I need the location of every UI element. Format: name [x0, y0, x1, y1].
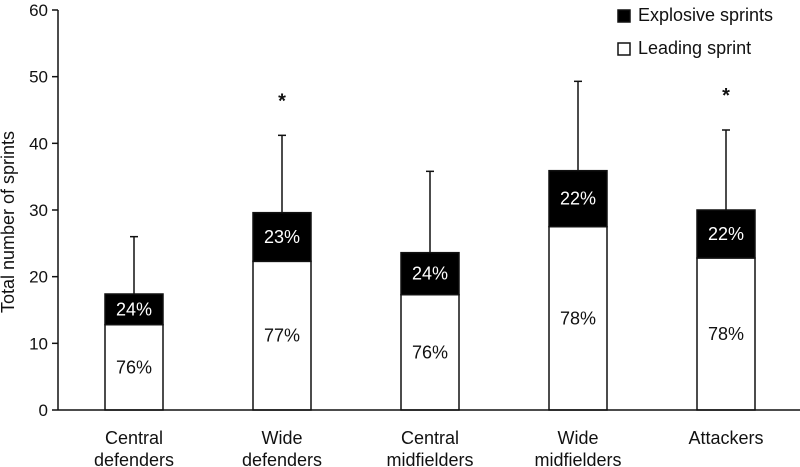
x-category-label-line: defenders	[94, 450, 174, 467]
x-axis: Central defenders Wide defenders Central midf…	[58, 409, 800, 467]
legend-label: Explosive sprints	[638, 5, 773, 25]
bar-explosive-sprints	[252, 211, 312, 263]
data-label-leading: 78%	[560, 308, 596, 328]
bar-leading-sprint	[548, 225, 608, 411]
y-tick-label: 50	[29, 68, 48, 87]
significance-marker: *	[722, 85, 730, 107]
significance-marker: *	[278, 90, 286, 112]
bar-explosive-sprints	[548, 169, 608, 228]
y-tick-label: 60	[29, 1, 48, 20]
y-tick-label: 30	[29, 201, 48, 220]
x-category-label-line: defenders	[242, 450, 322, 467]
error-bars: * *	[130, 80, 730, 294]
y-tick-label: 10	[29, 334, 48, 353]
y-tick-label: 40	[29, 134, 48, 153]
legend: Explosive sprints Leading sprint	[617, 5, 773, 58]
x-category-label-line: Wide	[557, 428, 598, 448]
data-label-explosive: 22%	[708, 224, 744, 244]
bar-explosive-sprints	[104, 293, 164, 326]
y-tick-label: 20	[29, 268, 48, 287]
legend-swatch	[617, 9, 631, 23]
x-category-label-line: midfielders	[534, 450, 621, 467]
x-category-label-line: Central	[105, 428, 163, 448]
data-label-explosive: 23%	[264, 227, 300, 247]
x-category-label-line: Attackers	[688, 428, 763, 448]
data-label-explosive: 22%	[560, 189, 596, 209]
x-category-label-line: midfielders	[386, 450, 473, 467]
data-label-explosive: 24%	[116, 299, 152, 319]
x-category-label: Central midfielders	[386, 428, 473, 467]
data-label-leading: 78%	[708, 324, 744, 344]
bar-explosive-sprints	[400, 251, 460, 296]
data-label-explosive: 24%	[412, 264, 448, 284]
x-category-label: Wide midfielders	[534, 428, 621, 467]
x-category-label: Attackers	[688, 428, 763, 448]
data-label-leading: 76%	[412, 342, 448, 362]
x-category-label: Wide defenders	[242, 428, 322, 467]
bar-leading-sprint	[400, 293, 460, 411]
y-axis-label: Total number of sprints	[0, 131, 18, 313]
data-label-leading: 77%	[264, 326, 300, 346]
legend-label: Leading sprint	[638, 38, 751, 58]
x-category-label-line: Wide	[261, 428, 302, 448]
bar-leading-sprint	[252, 260, 312, 411]
x-category-label-line: Central	[401, 428, 459, 448]
y-tick-label: 0	[39, 401, 48, 420]
legend-swatch	[617, 42, 631, 56]
bar-labels: 24% 76% 23% 77% 24% 76% 22% 78% 22% 78%	[116, 189, 744, 378]
data-label-leading: 76%	[116, 357, 152, 377]
x-category-label: Central defenders	[94, 428, 174, 467]
y-axis: 0 10 20 30 40 50 60	[29, 1, 59, 420]
bar-explosive-sprints	[696, 209, 756, 259]
